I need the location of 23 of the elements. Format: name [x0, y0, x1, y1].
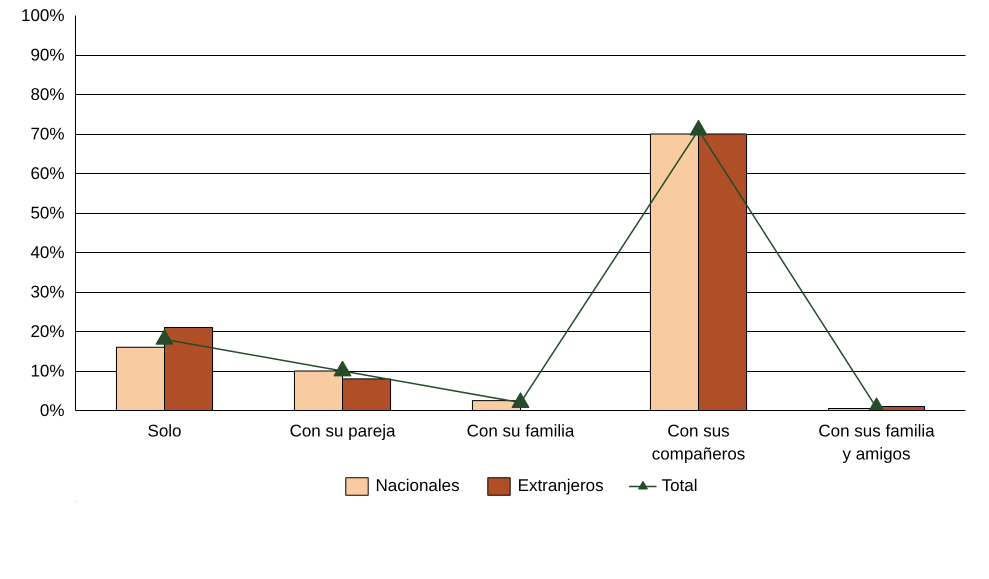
x-tick-label: Con su pareja	[290, 422, 396, 440]
point	[512, 392, 530, 408]
y-tick-label: 90%	[30, 46, 65, 64]
y-tick-label: 40%	[30, 243, 65, 262]
x-tick-label: Solo	[147, 422, 182, 440]
legend-label: Nacionales	[375, 476, 460, 496]
point	[690, 120, 708, 136]
y-tick-label: 10%	[30, 362, 65, 380]
y-tick-label: 20%	[30, 322, 65, 341]
x-tick-label: Con sus compañeros	[652, 422, 746, 464]
y-tick-label: 0%	[40, 401, 65, 420]
y-tick-label: 100%	[21, 6, 65, 25]
legend-label: Total	[662, 476, 698, 496]
y-tick-label: 30%	[30, 282, 65, 302]
y-tick-label: 50%	[30, 204, 65, 222]
y-tick-label: 80%	[30, 85, 65, 104]
legend-label: Extranjeros	[518, 476, 604, 496]
point	[334, 360, 352, 376]
x-tick-label: Con su familia	[466, 422, 575, 440]
y-tick-label: 70%	[30, 124, 65, 144]
x-tick-label: Con sus familia y amigos	[818, 422, 936, 464]
y-tick-label: 60%	[30, 164, 65, 183]
point	[156, 329, 174, 345]
